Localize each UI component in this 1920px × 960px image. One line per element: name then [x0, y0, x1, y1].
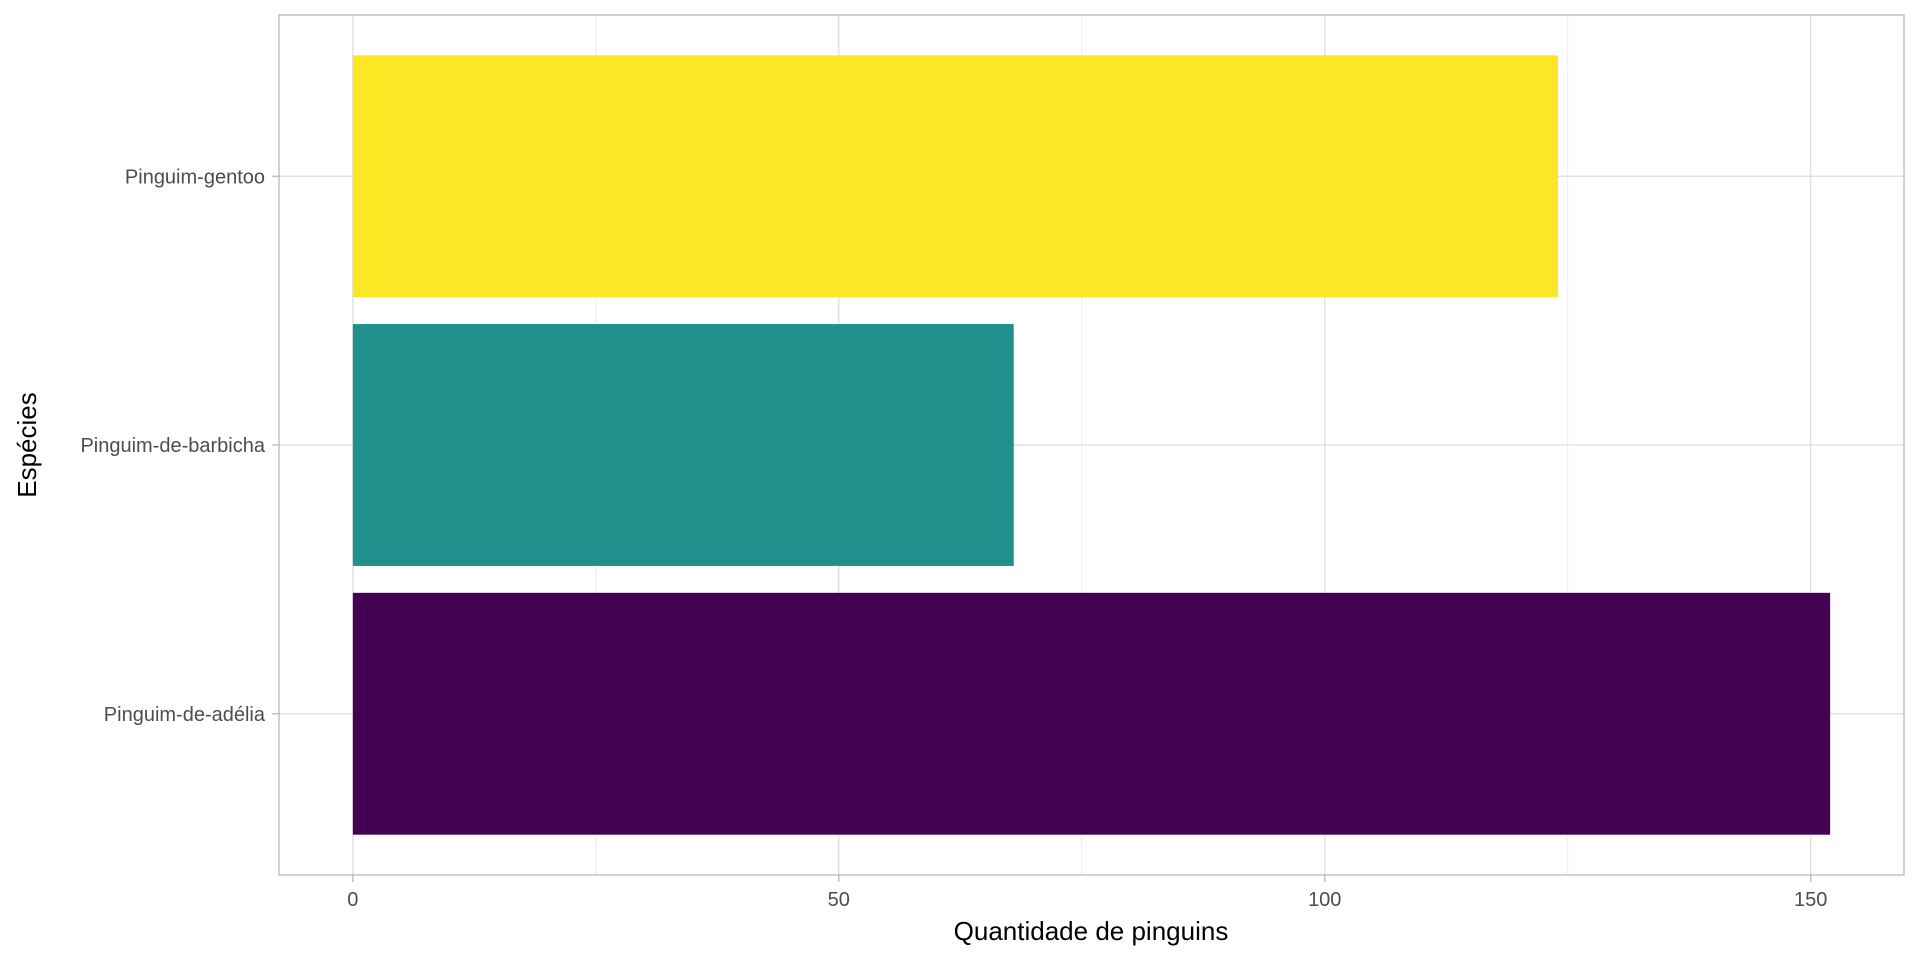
bar-pinguim-de-adélia	[352, 592, 1831, 835]
x-tick-label: 0	[347, 889, 358, 911]
x-axis-ticks: 0 50 100 150	[347, 875, 1827, 911]
y-axis-ticks: Pinguim-de-adélia Pinguim-de-barbicha Ping…	[80, 166, 279, 726]
y-tick-label: Pinguim-de-adélia	[104, 704, 266, 726]
x-tick-label: 150	[1794, 889, 1827, 911]
bar-pinguim-de-barbicha	[352, 324, 1014, 566]
y-tick-label: Pinguim-gentoo	[125, 166, 265, 188]
y-tick-label: Pinguim-de-barbicha	[80, 435, 265, 457]
x-tick-label: 50	[828, 889, 850, 911]
x-tick-label: 100	[1308, 889, 1341, 911]
bars-group	[352, 55, 1831, 835]
x-axis-title: Quantidade de pinguins	[954, 916, 1229, 946]
y-axis-title: Espécies	[12, 392, 42, 498]
bar-pinguim-gentoo	[352, 55, 1559, 298]
